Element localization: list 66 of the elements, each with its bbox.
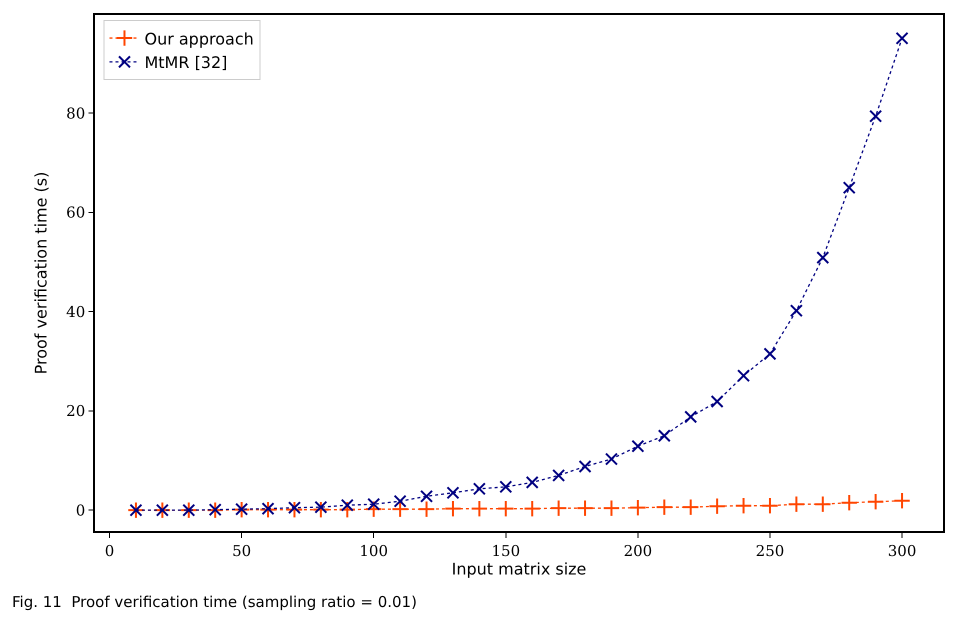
y-tick-label: 60 [66, 204, 86, 222]
point [814, 496, 832, 513]
y-tick-label: 0 [76, 501, 86, 520]
point [524, 500, 541, 518]
x-tick-label: 100 [359, 542, 388, 560]
point [629, 498, 647, 516]
point [896, 32, 909, 45]
point [365, 500, 382, 518]
point [552, 468, 566, 482]
point [262, 502, 275, 516]
point [658, 429, 671, 442]
point [602, 499, 620, 517]
caption: Fig. 11 Proof verification time (sampling ratio = 0.01) [12, 593, 417, 611]
x-axis-title: Input matrix size [452, 560, 586, 579]
x-tick-label: 50 [232, 542, 252, 560]
point [314, 500, 328, 514]
point [550, 499, 568, 517]
point [286, 500, 304, 518]
point [288, 501, 301, 514]
point [734, 497, 752, 514]
point [682, 498, 700, 516]
x-tick-label: 300 [888, 542, 916, 560]
x-tick-label: 250 [756, 542, 784, 560]
point [684, 410, 698, 424]
y-axis-title: Proof verification time (s) [32, 172, 51, 374]
point [418, 500, 436, 518]
point [656, 498, 673, 516]
point [763, 347, 776, 360]
point [312, 500, 330, 518]
x-tick-label: 0 [104, 542, 114, 560]
point [893, 492, 911, 510]
point [842, 181, 856, 194]
point [737, 369, 750, 382]
point [708, 497, 726, 515]
point [472, 482, 486, 496]
y-tick-label: 80 [66, 104, 86, 122]
point [367, 498, 380, 511]
point [420, 490, 434, 503]
x-tick-label: 150 [491, 542, 520, 560]
legend-label: Our approach [144, 29, 254, 48]
point [444, 500, 462, 518]
point [710, 395, 724, 408]
point [604, 452, 618, 466]
point [499, 480, 512, 494]
point [576, 499, 594, 517]
x-tick-label: 200 [624, 542, 652, 560]
y-tick-label: 40 [66, 302, 86, 321]
y-tick-label: 20 [66, 402, 86, 420]
point [790, 304, 803, 318]
point [446, 486, 460, 500]
legend-label: MtMR [32] [144, 53, 228, 72]
point [259, 500, 277, 518]
point [526, 476, 539, 489]
point [578, 460, 592, 473]
point [497, 500, 514, 518]
point [338, 500, 356, 518]
point [866, 493, 884, 510]
point [470, 500, 488, 518]
point [840, 494, 858, 512]
point [340, 498, 354, 512]
point [761, 497, 779, 514]
point [394, 494, 407, 508]
point [869, 110, 882, 123]
point [788, 496, 806, 513]
point [631, 440, 644, 453]
point [816, 251, 830, 264]
